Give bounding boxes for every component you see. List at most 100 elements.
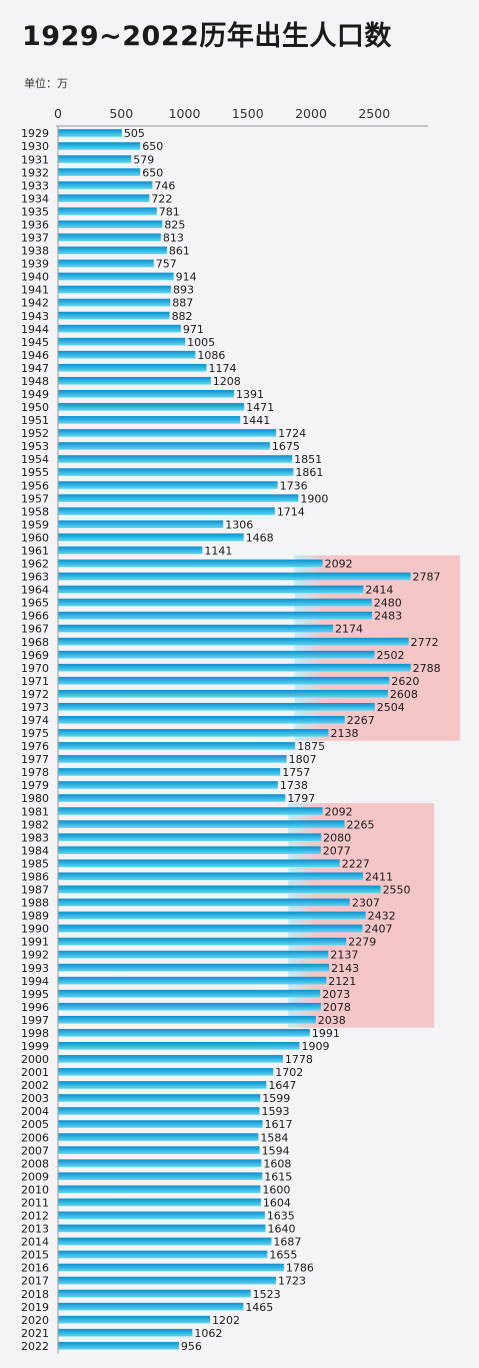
year-label-2016: 2016	[21, 1262, 49, 1275]
year-label-1974: 1974	[21, 714, 49, 727]
value-label-1944: 971	[183, 323, 204, 336]
year-label-2013: 2013	[21, 1223, 49, 1236]
value-label-1984: 2077	[323, 844, 351, 857]
year-label-2019: 2019	[21, 1301, 49, 1314]
year-label-2005: 2005	[21, 1118, 49, 1131]
bar-1986	[58, 872, 363, 881]
value-label-1994: 2121	[328, 975, 356, 988]
value-label-2020: 1202	[212, 1314, 240, 1327]
year-label-1938: 1938	[21, 245, 49, 258]
year-label-1978: 1978	[21, 766, 49, 779]
bar-1998	[58, 1028, 310, 1037]
value-label-2022: 956	[181, 1340, 202, 1353]
value-label-2021: 1062	[194, 1327, 222, 1340]
bar-1942	[58, 298, 171, 307]
bar-1934	[58, 194, 150, 202]
value-label-2005: 1617	[265, 1118, 293, 1131]
bar-1944	[58, 324, 181, 333]
year-label-1952: 1952	[21, 427, 49, 440]
bar-1939	[58, 259, 154, 268]
bar-2014	[58, 1237, 272, 1246]
year-label-2001: 2001	[21, 1066, 49, 1079]
year-label-1956: 1956	[21, 479, 49, 492]
value-label-1962: 2092	[325, 558, 353, 571]
value-label-2007: 1594	[262, 1144, 290, 1157]
bar-2010	[58, 1185, 261, 1194]
year-label-1976: 1976	[21, 740, 49, 753]
bar-1956	[58, 481, 278, 489]
value-label-1991: 2279	[348, 936, 376, 949]
year-label-1954: 1954	[21, 453, 49, 466]
bar-1962	[58, 559, 323, 568]
x-tick-label: 500	[109, 106, 133, 121]
value-label-1954: 1851	[294, 453, 322, 466]
value-label-1949: 1391	[236, 388, 264, 401]
value-label-1958: 1714	[277, 505, 305, 518]
value-label-1998: 1991	[312, 1027, 340, 1040]
value-label-1961: 1141	[204, 544, 232, 557]
value-label-2008: 1608	[263, 1157, 291, 1170]
bar-2001	[58, 1068, 274, 1076]
bar-2016	[58, 1263, 284, 1272]
year-label-1943: 1943	[21, 310, 49, 323]
value-label-1953: 1675	[272, 440, 300, 453]
year-label-2000: 2000	[21, 1053, 49, 1066]
year-label-1929: 1929	[21, 127, 49, 140]
year-label-1971: 1971	[21, 675, 49, 688]
year-label-1984: 1984	[21, 844, 49, 857]
year-label-2008: 2008	[21, 1157, 49, 1170]
year-label-1989: 1989	[21, 910, 49, 923]
bar-1960	[58, 533, 244, 542]
year-label-1948: 1948	[21, 375, 49, 388]
year-label-2021: 2021	[21, 1327, 49, 1340]
unit-label: 单位：万	[24, 77, 68, 90]
bar-2022	[58, 1341, 179, 1350]
value-label-1980: 1797	[287, 792, 315, 805]
year-label-1966: 1966	[21, 610, 49, 623]
bar-1992	[58, 950, 329, 959]
value-label-1932: 650	[142, 166, 163, 179]
value-label-2004: 1593	[262, 1105, 290, 1118]
bar-1979	[58, 781, 278, 789]
bar-2018	[58, 1289, 251, 1298]
bar-1951	[58, 416, 241, 424]
value-label-2015: 1655	[269, 1249, 297, 1262]
year-label-1972: 1972	[21, 688, 49, 701]
year-label-1945: 1945	[21, 336, 49, 349]
bar-1932	[58, 168, 141, 176]
year-label-2012: 2012	[21, 1210, 49, 1223]
value-label-1992: 2137	[330, 949, 358, 962]
value-label-1972: 2608	[390, 688, 418, 701]
bar-1963	[58, 572, 411, 581]
year-label-1969: 1969	[21, 649, 49, 662]
year-label-1981: 1981	[21, 805, 49, 818]
year-label-1934: 1934	[21, 192, 49, 205]
value-label-2000: 1778	[285, 1053, 313, 1066]
value-label-1979: 1738	[280, 779, 308, 792]
value-label-2016: 1786	[286, 1262, 314, 1275]
bar-1995	[58, 989, 321, 998]
value-label-1955: 1861	[295, 466, 323, 479]
value-label-2003: 1599	[262, 1092, 290, 1105]
year-label-2022: 2022	[21, 1340, 49, 1353]
bar-1953	[58, 442, 270, 450]
value-label-2018: 1523	[253, 1288, 281, 1301]
value-label-2019: 1465	[245, 1301, 273, 1314]
bar-2005	[58, 1120, 263, 1128]
bar-2015	[58, 1250, 268, 1259]
year-label-1999: 1999	[21, 1040, 49, 1053]
value-label-1942: 887	[172, 297, 193, 310]
value-label-1963: 2787	[413, 571, 441, 584]
value-label-1934: 722	[151, 192, 172, 205]
year-label-1998: 1998	[21, 1027, 49, 1040]
year-label-1933: 1933	[21, 179, 49, 192]
bar-1966	[58, 611, 373, 620]
year-label-1935: 1935	[21, 205, 49, 218]
bar-1994	[58, 976, 327, 985]
bar-1988	[58, 898, 350, 907]
year-label-1979: 1979	[21, 779, 49, 792]
year-label-1946: 1946	[21, 349, 49, 362]
value-label-2010: 1600	[262, 1183, 290, 1196]
year-label-1964: 1964	[21, 584, 49, 597]
bar-1983	[58, 833, 322, 841]
